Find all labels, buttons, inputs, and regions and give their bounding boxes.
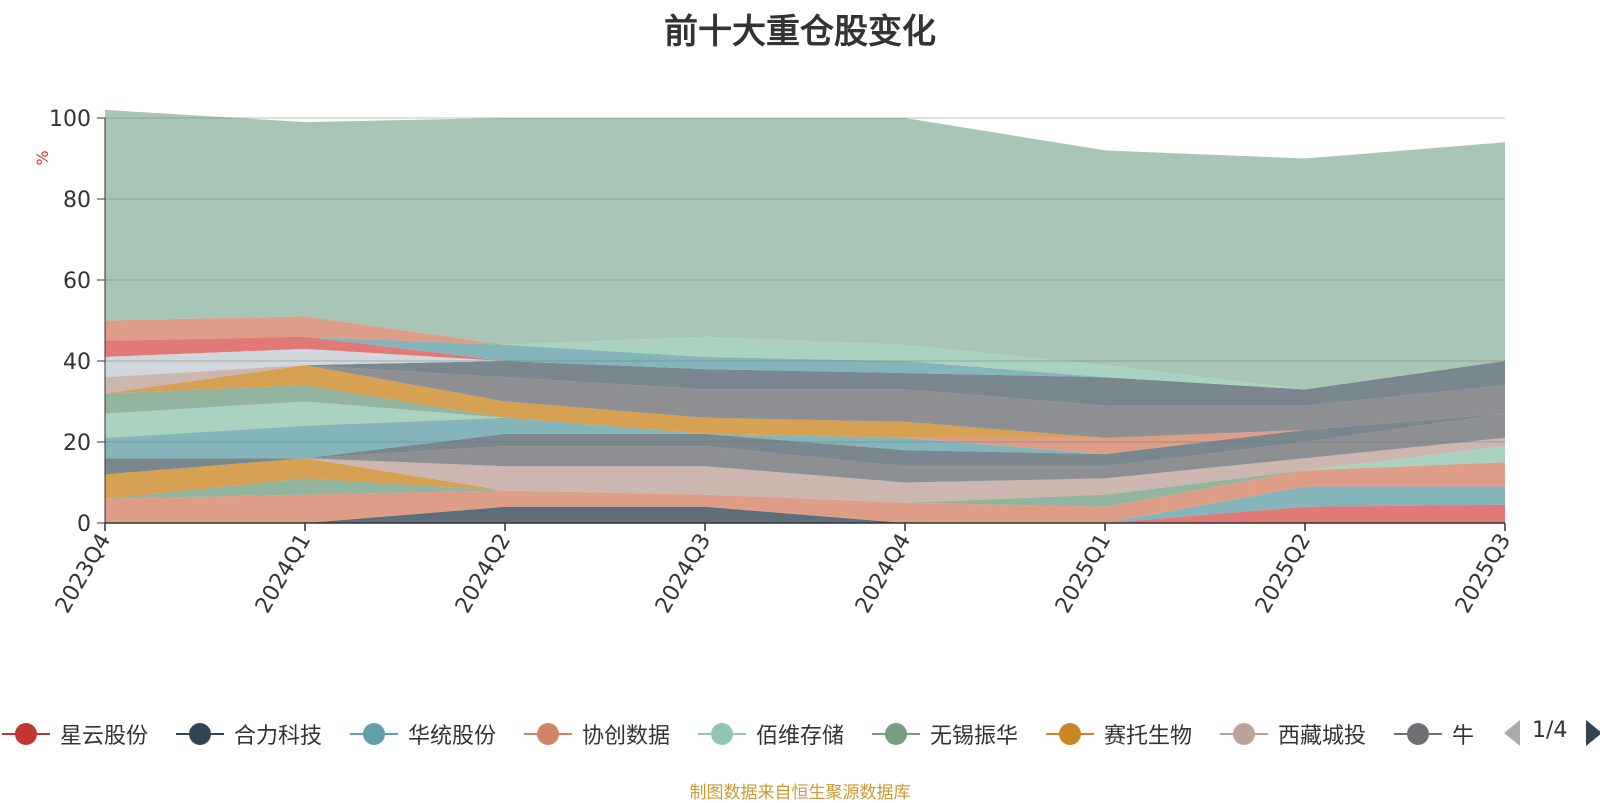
area-series-21 (105, 336, 1505, 390)
legend-marker-icon (1220, 723, 1268, 745)
pager-next-icon[interactable] (1582, 718, 1600, 748)
x-tick-label: 2024Q1 (251, 530, 316, 618)
x-tick-label: 2024Q4 (851, 530, 916, 618)
x-axis: 2023Q4 2024Q1 2024Q2 2024Q3 2024Q4 2025Q1 2025… (51, 522, 1516, 618)
pager-prev-icon[interactable] (1500, 718, 1524, 748)
area-series-23 (105, 316, 1505, 390)
legend-marker-icon (176, 723, 224, 745)
area-series-11 (105, 413, 1505, 459)
x-tick-label: 2023Q4 (51, 530, 116, 618)
y-tick-label: 0 (77, 512, 91, 537)
area-series-16 (105, 365, 1505, 438)
x-tick-label: 2024Q2 (451, 530, 516, 618)
area-series-17 (105, 365, 1505, 438)
legend-marker-icon (872, 723, 920, 745)
gridlines (105, 117, 1505, 443)
x-tick-label: 2025Q1 (1051, 530, 1116, 618)
legend: 星云股份 合力科技 华统股份 协创数据 佰维存储 无锡振华 赛托生物 西藏城投 牛 (0, 716, 1490, 750)
area-series-0 (105, 504, 1505, 523)
area-series-12 (105, 413, 1505, 455)
y-tick-label: 60 (63, 269, 91, 294)
area-series-2 (105, 486, 1505, 523)
area-series-6 (105, 446, 1505, 503)
chart-title: 前十大重仓股变化 (664, 12, 936, 52)
legend-label: 华统股份 (408, 724, 497, 749)
area-series-22 (105, 336, 1505, 390)
legend-marker-icon (2, 723, 50, 745)
legend-label: 无锡振华 (930, 724, 1019, 749)
area-layers (105, 109, 1505, 523)
legend-label: 西藏城投 (1278, 724, 1367, 749)
legend-marker-icon (698, 723, 746, 745)
area-series-20 (105, 336, 1505, 390)
area-series-7 (105, 437, 1505, 503)
legend-label: 星云股份 (60, 724, 149, 749)
x-tick-label: 2025Q2 (1251, 530, 1316, 618)
legend-marker-icon (524, 723, 572, 745)
legend-marker-icon (350, 723, 398, 745)
area-series-3 (105, 462, 1505, 523)
area-series-8 (105, 413, 1505, 483)
y-tick-label: 40 (63, 350, 91, 375)
x-tick-label: 2024Q3 (651, 530, 716, 618)
area-series-18 (105, 361, 1505, 406)
legend-label: 牛 (1452, 724, 1475, 749)
y-axis-label: % (33, 150, 52, 165)
y-tick-label: 100 (49, 107, 91, 132)
area-series-13 (105, 401, 1505, 438)
pager-page-text: 1/4 (1532, 718, 1568, 743)
legend-label: 协创数据 (582, 724, 671, 749)
area-series-1 (105, 504, 1505, 523)
legend-label: 赛托生物 (1104, 724, 1193, 749)
area-series-15 (105, 365, 1505, 438)
area-series-5 (105, 446, 1505, 507)
area-series-9 (105, 413, 1505, 475)
y-axis: 0 20 40 60 80 100 (49, 107, 106, 537)
x-tick-label: 2025Q3 (1451, 530, 1516, 618)
legend-label: 佰维存储 (756, 724, 845, 749)
legend-marker-icon (1394, 723, 1442, 745)
legend-label: 合力科技 (234, 724, 323, 749)
area-series-19 (105, 348, 1505, 390)
area-series-14 (105, 385, 1505, 438)
data-source-footnote: 制图数据来自恒生聚源数据库 (689, 783, 911, 803)
y-tick-label: 20 (63, 431, 91, 456)
y-tick-label: 80 (63, 188, 91, 213)
legend-pager: 1/4 (1500, 716, 1600, 750)
area-series-24 (105, 109, 1505, 390)
legend-marker-icon (1046, 723, 1094, 745)
